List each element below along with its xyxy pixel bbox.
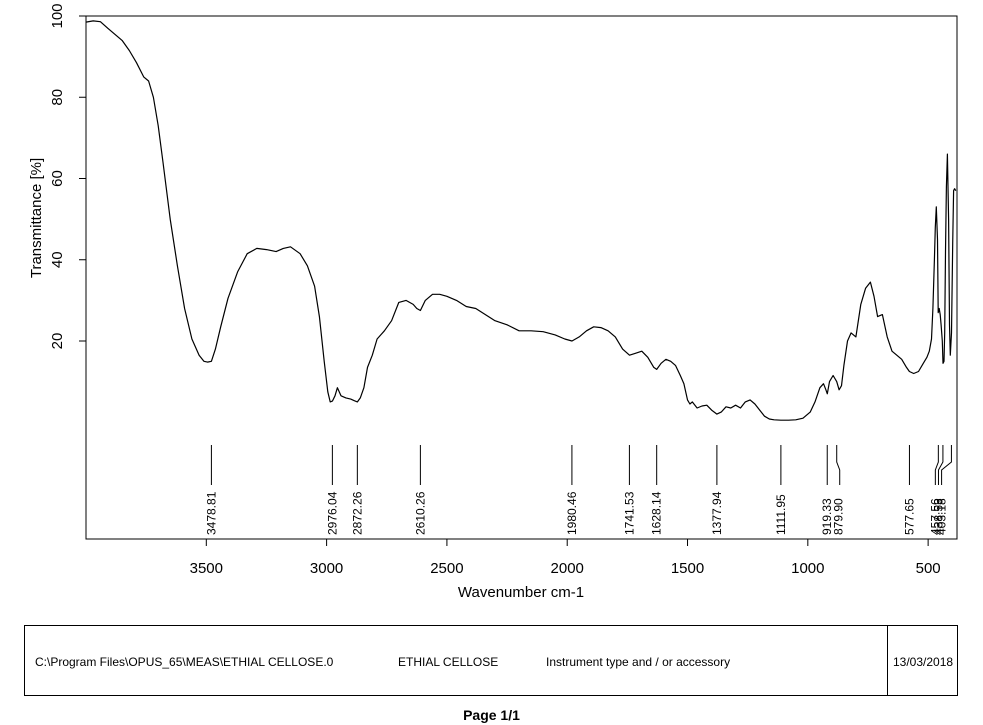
x-tick-label: 3500 <box>190 560 223 577</box>
page-number: Page 1/1 <box>463 707 520 723</box>
sample-name: ETHIAL CELLOSE <box>398 655 499 669</box>
y-axis: 100 80 60 40 20 <box>49 3 86 349</box>
spectrum-line <box>85 20 957 421</box>
instrument-info: Instrument type and / or accessory <box>546 655 731 669</box>
y-axis-label: Transmittance [%] <box>28 158 45 278</box>
x-tick-label: 1000 <box>791 560 824 577</box>
peak-label: 2976.04 <box>325 491 339 535</box>
x-tick-label: 2500 <box>430 560 463 577</box>
peak-label: 577.65 <box>902 498 916 535</box>
peak-marker <box>934 445 939 485</box>
peak-label: 457.56 <box>928 498 942 535</box>
x-tick-label: 2000 <box>551 560 584 577</box>
footer-divider <box>887 626 888 695</box>
measurement-date: 13/03/2018 <box>893 655 954 669</box>
plot-frame <box>85 15 958 540</box>
peak-label: 1741.53 <box>622 491 636 535</box>
report-footer: C:\Program Files\OPUS_65\MEAS\ETHIAL CEL… <box>24 625 958 696</box>
x-tick-label: 3000 <box>310 560 343 577</box>
y-tick-label: 40 <box>49 251 66 268</box>
peak-label: 438.53 <box>931 498 945 535</box>
y-tick-label: 100 <box>49 3 66 28</box>
peak-marker <box>941 445 952 485</box>
x-axis: 3500 3000 2500 2000 1500 1000 500 <box>190 539 941 577</box>
file-path: C:\Program Files\OPUS_65\MEAS\ETHIAL CEL… <box>35 655 334 669</box>
peak-label: 3478.81 <box>204 491 218 535</box>
x-tick-label: 500 <box>916 560 941 577</box>
peak-label: 1980.46 <box>565 491 579 535</box>
y-tick-label: 80 <box>49 89 66 106</box>
peak-label: 879.90 <box>832 498 846 535</box>
spectrum-series <box>85 20 957 421</box>
y-tick-label: 20 <box>49 333 66 350</box>
peak-marker <box>937 445 944 485</box>
peak-label: 919.33 <box>820 498 834 535</box>
peak-label: 2872.26 <box>350 491 364 535</box>
peak-marker <box>836 445 841 485</box>
peak-markers: 3478.81 2976.04 2872.26 2610.26 1980.46 1741.… <box>204 445 952 535</box>
x-tick-label: 1500 <box>671 560 704 577</box>
peak-label: 1111.95 <box>774 494 788 535</box>
peak-label: 2610.26 <box>413 491 427 535</box>
x-axis-label: Wavenumber cm-1 <box>458 584 584 601</box>
peak-label: 1377.94 <box>710 491 724 535</box>
peak-label: 403.18 <box>935 498 949 535</box>
peak-label: 1628.14 <box>650 491 664 535</box>
y-tick-label: 60 <box>49 170 66 187</box>
